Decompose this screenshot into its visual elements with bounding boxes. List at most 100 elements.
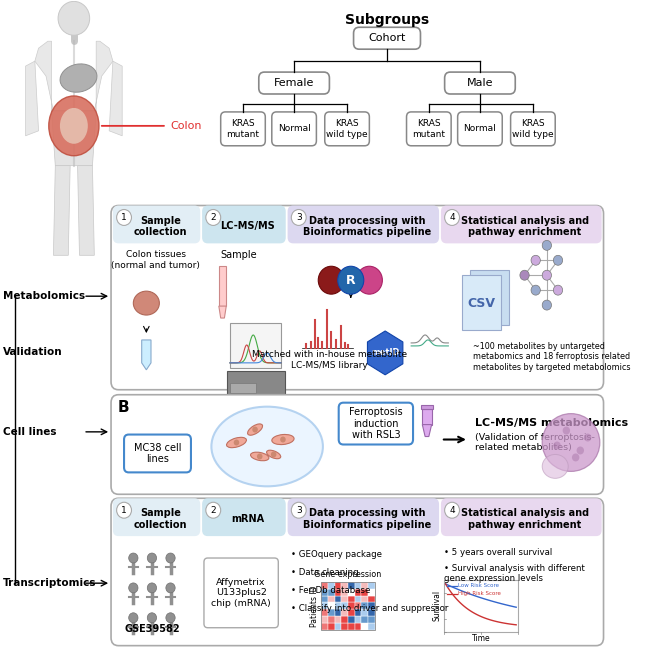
Text: LC-MS/MS metabolomics: LC-MS/MS metabolomics [476,418,628,428]
Polygon shape [77,166,94,255]
Bar [335,616,341,623]
Bar [328,582,335,589]
Bar [362,589,368,595]
Circle shape [128,553,138,563]
Circle shape [553,255,563,265]
Bar [335,595,341,603]
Text: MC38 cell
lines: MC38 cell lines [134,443,181,464]
Bar [348,582,355,589]
Bar [335,582,341,589]
Bar [362,609,368,616]
Bar [335,623,341,629]
Text: Normal: Normal [464,124,496,134]
FancyBboxPatch shape [407,112,451,146]
Text: Affymetrix
U133plus2
chip (mRNA): Affymetrix U133plus2 chip (mRNA) [212,578,271,608]
Bar [321,595,328,603]
Text: KRAS
mutant: KRAS mutant [227,119,259,139]
Bar [321,603,328,609]
Bar [341,616,348,623]
Ellipse shape [542,455,569,478]
Ellipse shape [542,414,600,472]
Ellipse shape [267,450,281,458]
FancyBboxPatch shape [441,498,602,536]
Bar [230,323,281,368]
Text: mRNA: mRNA [231,514,264,524]
Circle shape [206,502,221,518]
Text: 4: 4 [449,213,455,222]
Text: CSV: CSV [468,297,496,310]
Circle shape [280,436,286,443]
Bar [328,609,335,616]
Circle shape [128,583,138,593]
Bar [348,595,355,603]
Circle shape [234,440,239,445]
Bar [355,603,362,609]
Bar [348,589,355,595]
Polygon shape [109,61,122,136]
Ellipse shape [272,434,294,445]
Bar [368,595,375,603]
Circle shape [531,255,540,265]
Ellipse shape [48,96,99,156]
Bar [328,623,335,629]
Circle shape [257,453,263,459]
Text: 4: 4 [449,506,455,515]
Polygon shape [26,61,39,136]
Text: B: B [117,400,129,415]
Text: Validation: Validation [3,346,63,356]
Text: ~100 metabolites by untargeted
metabomics and 18 ferroptosis related
metabolites: ~100 metabolites by untargeted metabomic… [474,342,631,372]
Text: Colon: Colon [170,121,202,131]
Bar [341,582,348,589]
FancyBboxPatch shape [204,558,278,627]
Bar [470,271,509,325]
Polygon shape [421,405,432,409]
Circle shape [117,502,132,518]
Bar [368,623,375,629]
Text: Female: Female [274,78,314,88]
Bar [355,609,362,616]
Text: LC-MS/MS: LC-MS/MS [220,221,275,231]
Polygon shape [422,409,432,424]
Text: 1: 1 [121,213,127,222]
FancyBboxPatch shape [113,206,200,244]
Text: Gene expression: Gene expression [314,570,382,579]
Text: Survival: Survival [433,590,442,622]
Bar [328,589,335,595]
Bar [348,603,355,609]
Text: Statistical analysis and
pathway enrichment: Statistical analysis and pathway enrichm… [461,508,589,530]
Circle shape [542,240,552,250]
Text: • FerrDb database: • FerrDb database [291,586,371,595]
Circle shape [553,441,561,449]
FancyBboxPatch shape [124,434,191,472]
FancyBboxPatch shape [511,112,555,146]
Circle shape [291,210,306,225]
Bar [328,603,335,609]
Circle shape [252,426,258,432]
Text: Normal: Normal [278,124,310,134]
Circle shape [338,267,364,294]
Ellipse shape [227,438,246,447]
Bar [362,623,368,629]
Polygon shape [54,166,70,255]
Text: 1: 1 [121,506,127,515]
FancyBboxPatch shape [458,112,502,146]
Polygon shape [219,267,226,306]
Text: Colon tissues
(normal and tumor): Colon tissues (normal and tumor) [111,250,200,270]
FancyBboxPatch shape [325,112,369,146]
Bar [355,589,362,595]
Bar [355,595,362,603]
Bar [462,275,501,330]
Circle shape [572,453,580,461]
Circle shape [117,210,132,225]
FancyBboxPatch shape [272,112,316,146]
FancyBboxPatch shape [221,112,265,146]
Circle shape [166,613,175,623]
FancyBboxPatch shape [288,498,439,536]
Circle shape [576,447,584,455]
Circle shape [206,210,221,225]
Circle shape [147,583,157,593]
Bar [362,616,368,623]
Bar [341,609,348,616]
Text: Subgroups: Subgroups [345,13,429,28]
Bar [321,616,328,623]
